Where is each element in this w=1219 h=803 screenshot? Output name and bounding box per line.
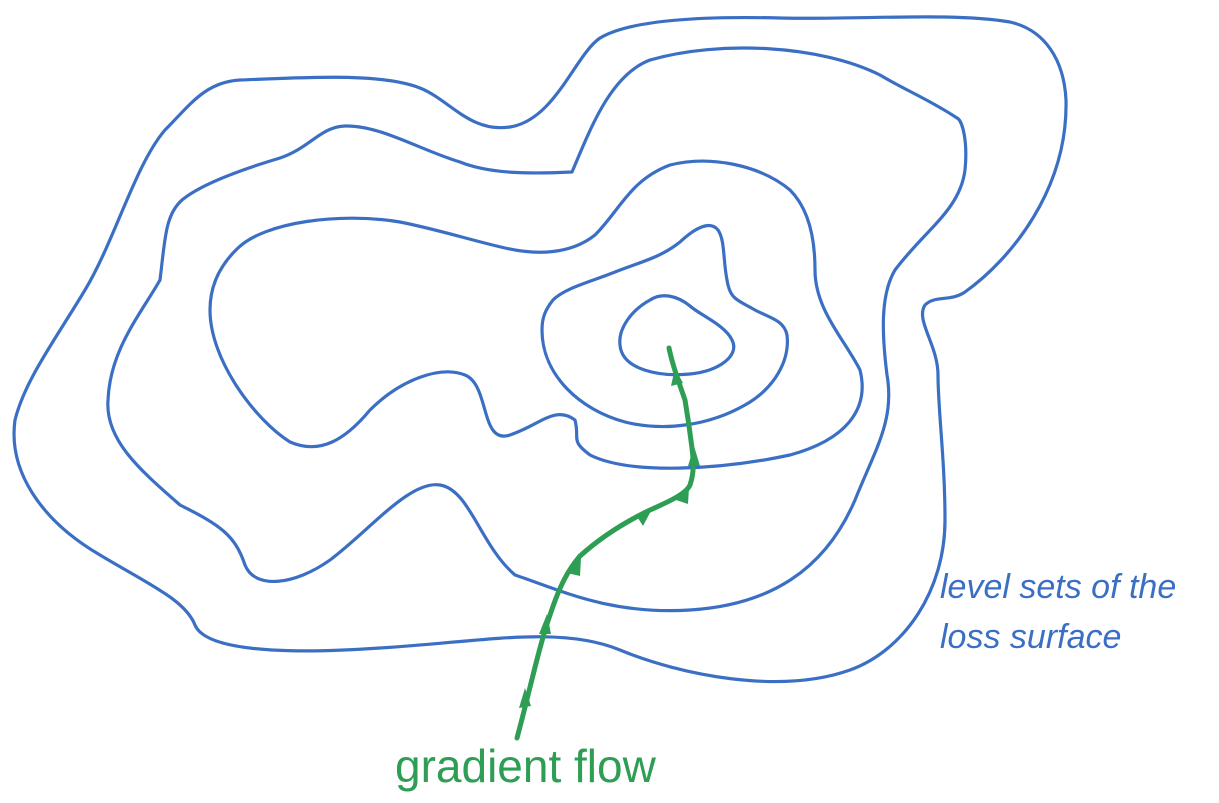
flow-arrow-icon [539,614,551,634]
level-set-outer [12,15,1068,684]
flow-arrow-icon [676,488,689,504]
level-set-fourth [540,224,789,429]
level-set-inner [618,294,736,377]
flow-arrow-icon [519,688,531,708]
level-sets-label-line2: loss surface [940,618,1121,656]
flow-arrow-icon [671,368,683,386]
gradient-flow-label: gradient flow [395,740,657,792]
flow-arrow-icon [567,558,581,576]
gradient-flow-path [514,345,696,741]
level-set-third [208,159,864,470]
level-sets-label-line1: level sets of the [940,568,1176,606]
flow-arrow-icon [636,509,652,526]
level-set-second [106,46,968,613]
flow-arrow-icon [688,446,700,466]
